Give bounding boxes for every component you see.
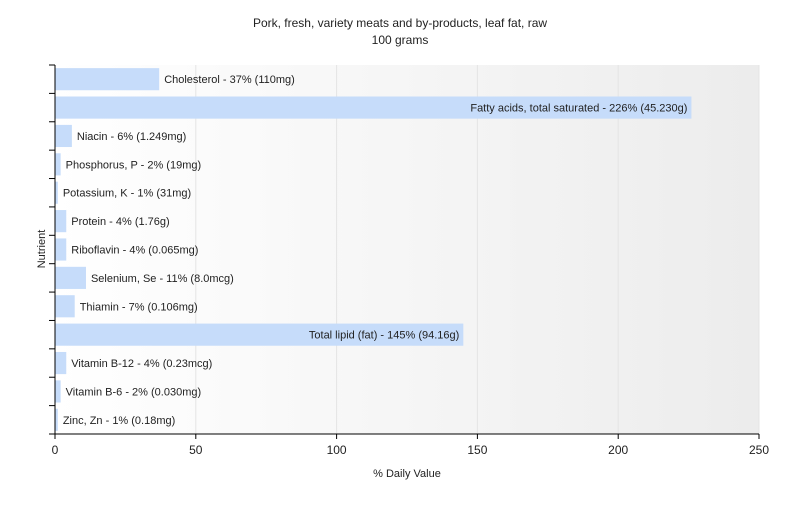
x-tick-label: 150 — [467, 443, 487, 457]
bar-label: Phosphorus, P - 2% (19mg) — [66, 159, 202, 171]
bar-label: Protein - 4% (1.76g) — [71, 216, 169, 228]
chart-subtitle: 100 grams — [372, 33, 429, 47]
chart-title: Pork, fresh, variety meats and by-produc… — [253, 16, 547, 30]
x-tick-label: 0 — [52, 443, 59, 457]
bar — [55, 351, 67, 375]
bar — [55, 210, 67, 233]
x-tick-label: 250 — [749, 443, 769, 457]
bar-label: Total lipid (fat) - 145% (94.16g) — [309, 330, 459, 342]
bar — [55, 124, 72, 148]
x-tick-label: 50 — [189, 443, 203, 457]
bar-label: Riboflavin - 4% (0.065mg) — [71, 245, 198, 257]
bar — [55, 181, 58, 204]
bar — [55, 153, 61, 176]
grid-lines — [195, 65, 760, 434]
bar — [55, 408, 58, 431]
bar — [55, 295, 75, 318]
x-ticks: 0 50 100 150 200 250 — [52, 434, 769, 457]
x-tick-label: 200 — [608, 443, 628, 457]
bar — [55, 238, 67, 261]
bar-label: Selenium, Se - 11% (8.0mcg) — [91, 273, 234, 285]
bars: Cholesterol - 37% (110mg) Fatty acids, to… — [55, 68, 692, 431]
y-axis-label: Nutrient — [36, 230, 48, 269]
bar — [55, 96, 692, 119]
plot-background — [55, 65, 759, 434]
bar-label: Cholesterol - 37% (110mg) — [164, 74, 295, 86]
bar-label: Vitamin B-6 - 2% (0.030mg) — [66, 386, 202, 398]
bar — [55, 68, 160, 91]
bar-label: Zinc, Zn - 1% (0.18mg) — [63, 415, 175, 427]
bar — [55, 380, 61, 403]
x-axis-label: % Daily Value — [373, 468, 441, 480]
bar-label: Vitamin B-12 - 4% (0.23mcg) — [71, 358, 212, 370]
axes — [49, 64, 759, 435]
bar — [55, 323, 464, 346]
x-tick-label: 100 — [327, 443, 347, 457]
bar-label: Potassium, K - 1% (31mg) — [63, 188, 191, 200]
bar-label: Thiamin - 7% (0.106mg) — [80, 301, 198, 313]
bar-label: Fatty acids, total saturated - 226% (45.… — [470, 103, 687, 115]
bar-label: Niacin - 6% (1.249mg) — [77, 131, 186, 143]
bar — [55, 266, 86, 289]
